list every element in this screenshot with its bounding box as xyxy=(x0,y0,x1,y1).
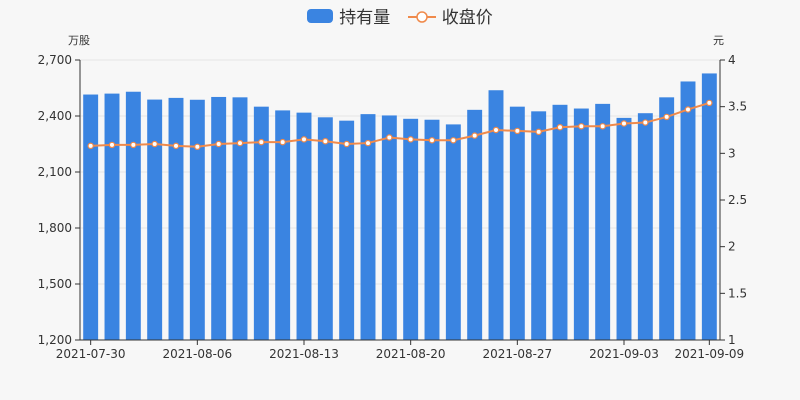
bar[interactable] xyxy=(552,104,568,340)
bar[interactable] xyxy=(211,96,227,341)
y-right-tick-label: 3.5 xyxy=(728,100,747,114)
close-price-point[interactable] xyxy=(642,119,649,126)
close-price-line xyxy=(90,101,710,148)
close-price-point[interactable] xyxy=(407,136,414,143)
close-price-point[interactable] xyxy=(215,140,222,148)
close-price-point[interactable] xyxy=(130,141,137,149)
y-left-tick-label: 1,200 xyxy=(38,333,72,347)
close-price-point[interactable] xyxy=(279,138,286,146)
close-price-point[interactable] xyxy=(300,136,308,143)
close-price-point[interactable] xyxy=(172,142,180,150)
close-price-point[interactable] xyxy=(258,138,265,146)
bar[interactable] xyxy=(275,110,291,341)
close-price-point[interactable] xyxy=(684,106,692,113)
bar[interactable] xyxy=(403,118,419,340)
close-price-point[interactable] xyxy=(620,120,628,127)
close-price-point[interactable] xyxy=(108,141,116,149)
close-price-point[interactable] xyxy=(386,134,393,141)
legend-label-holdings: 持有量 xyxy=(339,8,391,28)
legend-item-close-price[interactable]: 收盘价 xyxy=(407,3,493,28)
y-right-tick-label: 4 xyxy=(728,53,736,67)
close-price-point[interactable] xyxy=(343,140,350,148)
bar[interactable] xyxy=(147,99,163,340)
bar[interactable] xyxy=(424,119,440,340)
y-right-tick-label: 1 xyxy=(728,333,736,347)
y-left-tick-label: 2,400 xyxy=(38,109,72,123)
close-price-point[interactable] xyxy=(194,143,201,150)
x-tick-label: 2021-08-06 xyxy=(162,347,232,361)
x-tick-label: 2021-08-27 xyxy=(482,347,552,361)
bar[interactable] xyxy=(83,94,99,341)
y-left-tick-label: 2,700 xyxy=(38,53,72,67)
close-price-point[interactable] xyxy=(599,123,606,130)
bar-swatch-icon xyxy=(307,8,334,23)
y-left-tick-label: 1,500 xyxy=(38,277,72,291)
close-price-point[interactable] xyxy=(706,99,713,107)
bar[interactable] xyxy=(125,91,141,340)
bar[interactable] xyxy=(701,73,717,340)
y-left-tick-label: 2,100 xyxy=(38,165,72,179)
bar[interactable] xyxy=(445,124,461,341)
left-axis-unit: 万股 xyxy=(68,34,90,47)
bar[interactable] xyxy=(360,114,376,340)
bar[interactable] xyxy=(317,117,333,340)
close-price-point[interactable] xyxy=(535,128,542,136)
bar[interactable] xyxy=(381,115,397,340)
legend-label-close-price: 收盘价 xyxy=(441,8,493,28)
bar[interactable] xyxy=(680,81,696,340)
bar[interactable] xyxy=(531,111,547,340)
close-price-point[interactable] xyxy=(428,137,436,144)
close-price-point[interactable] xyxy=(236,139,244,147)
close-price-point[interactable] xyxy=(151,140,158,148)
bar[interactable] xyxy=(339,120,355,341)
bar[interactable] xyxy=(637,113,653,340)
bar[interactable] xyxy=(616,117,632,340)
close-price-point[interactable] xyxy=(556,123,564,131)
close-price-point[interactable] xyxy=(492,126,500,134)
bar[interactable] xyxy=(595,103,611,340)
bar[interactable] xyxy=(232,97,248,340)
close-price-point[interactable] xyxy=(87,142,94,150)
close-price-point[interactable] xyxy=(364,139,372,147)
bar[interactable] xyxy=(488,90,504,341)
x-tick-label: 2021-07-30 xyxy=(56,347,126,361)
bar[interactable] xyxy=(253,106,269,341)
close-price-point[interactable] xyxy=(450,137,457,144)
y-right-tick-label: 2 xyxy=(728,240,736,254)
right-axis-unit: 元 xyxy=(713,34,724,47)
line-swatch-icon xyxy=(407,9,436,23)
y-right-tick-label: 2.5 xyxy=(728,193,747,207)
bar[interactable] xyxy=(659,97,675,340)
close-price-point[interactable] xyxy=(514,127,521,135)
y-right-tick-label: 3 xyxy=(728,146,736,160)
bar[interactable] xyxy=(104,93,120,340)
legend-item-holdings[interactable]: 持有量 xyxy=(307,3,390,28)
bar[interactable] xyxy=(168,97,184,340)
bar[interactable] xyxy=(189,99,205,340)
y-left-tick-label: 1,800 xyxy=(38,221,72,235)
close-price-point[interactable] xyxy=(663,113,670,121)
x-tick-label: 2021-08-20 xyxy=(376,347,446,361)
legend: 持有量 收盘价 xyxy=(0,3,800,28)
close-price-point[interactable] xyxy=(471,132,478,139)
close-price-point[interactable] xyxy=(322,137,329,145)
close-price-point[interactable] xyxy=(578,123,585,130)
y-right-tick-label: 1.5 xyxy=(728,286,747,300)
x-tick-label: 2021-08-13 xyxy=(269,347,339,361)
x-tick-label: 2021-09-09 xyxy=(674,347,744,361)
bar[interactable] xyxy=(296,112,312,340)
bar[interactable] xyxy=(467,109,483,340)
bar[interactable] xyxy=(509,106,525,341)
x-tick-label: 2021-09-03 xyxy=(589,347,659,361)
bar[interactable] xyxy=(573,108,589,341)
